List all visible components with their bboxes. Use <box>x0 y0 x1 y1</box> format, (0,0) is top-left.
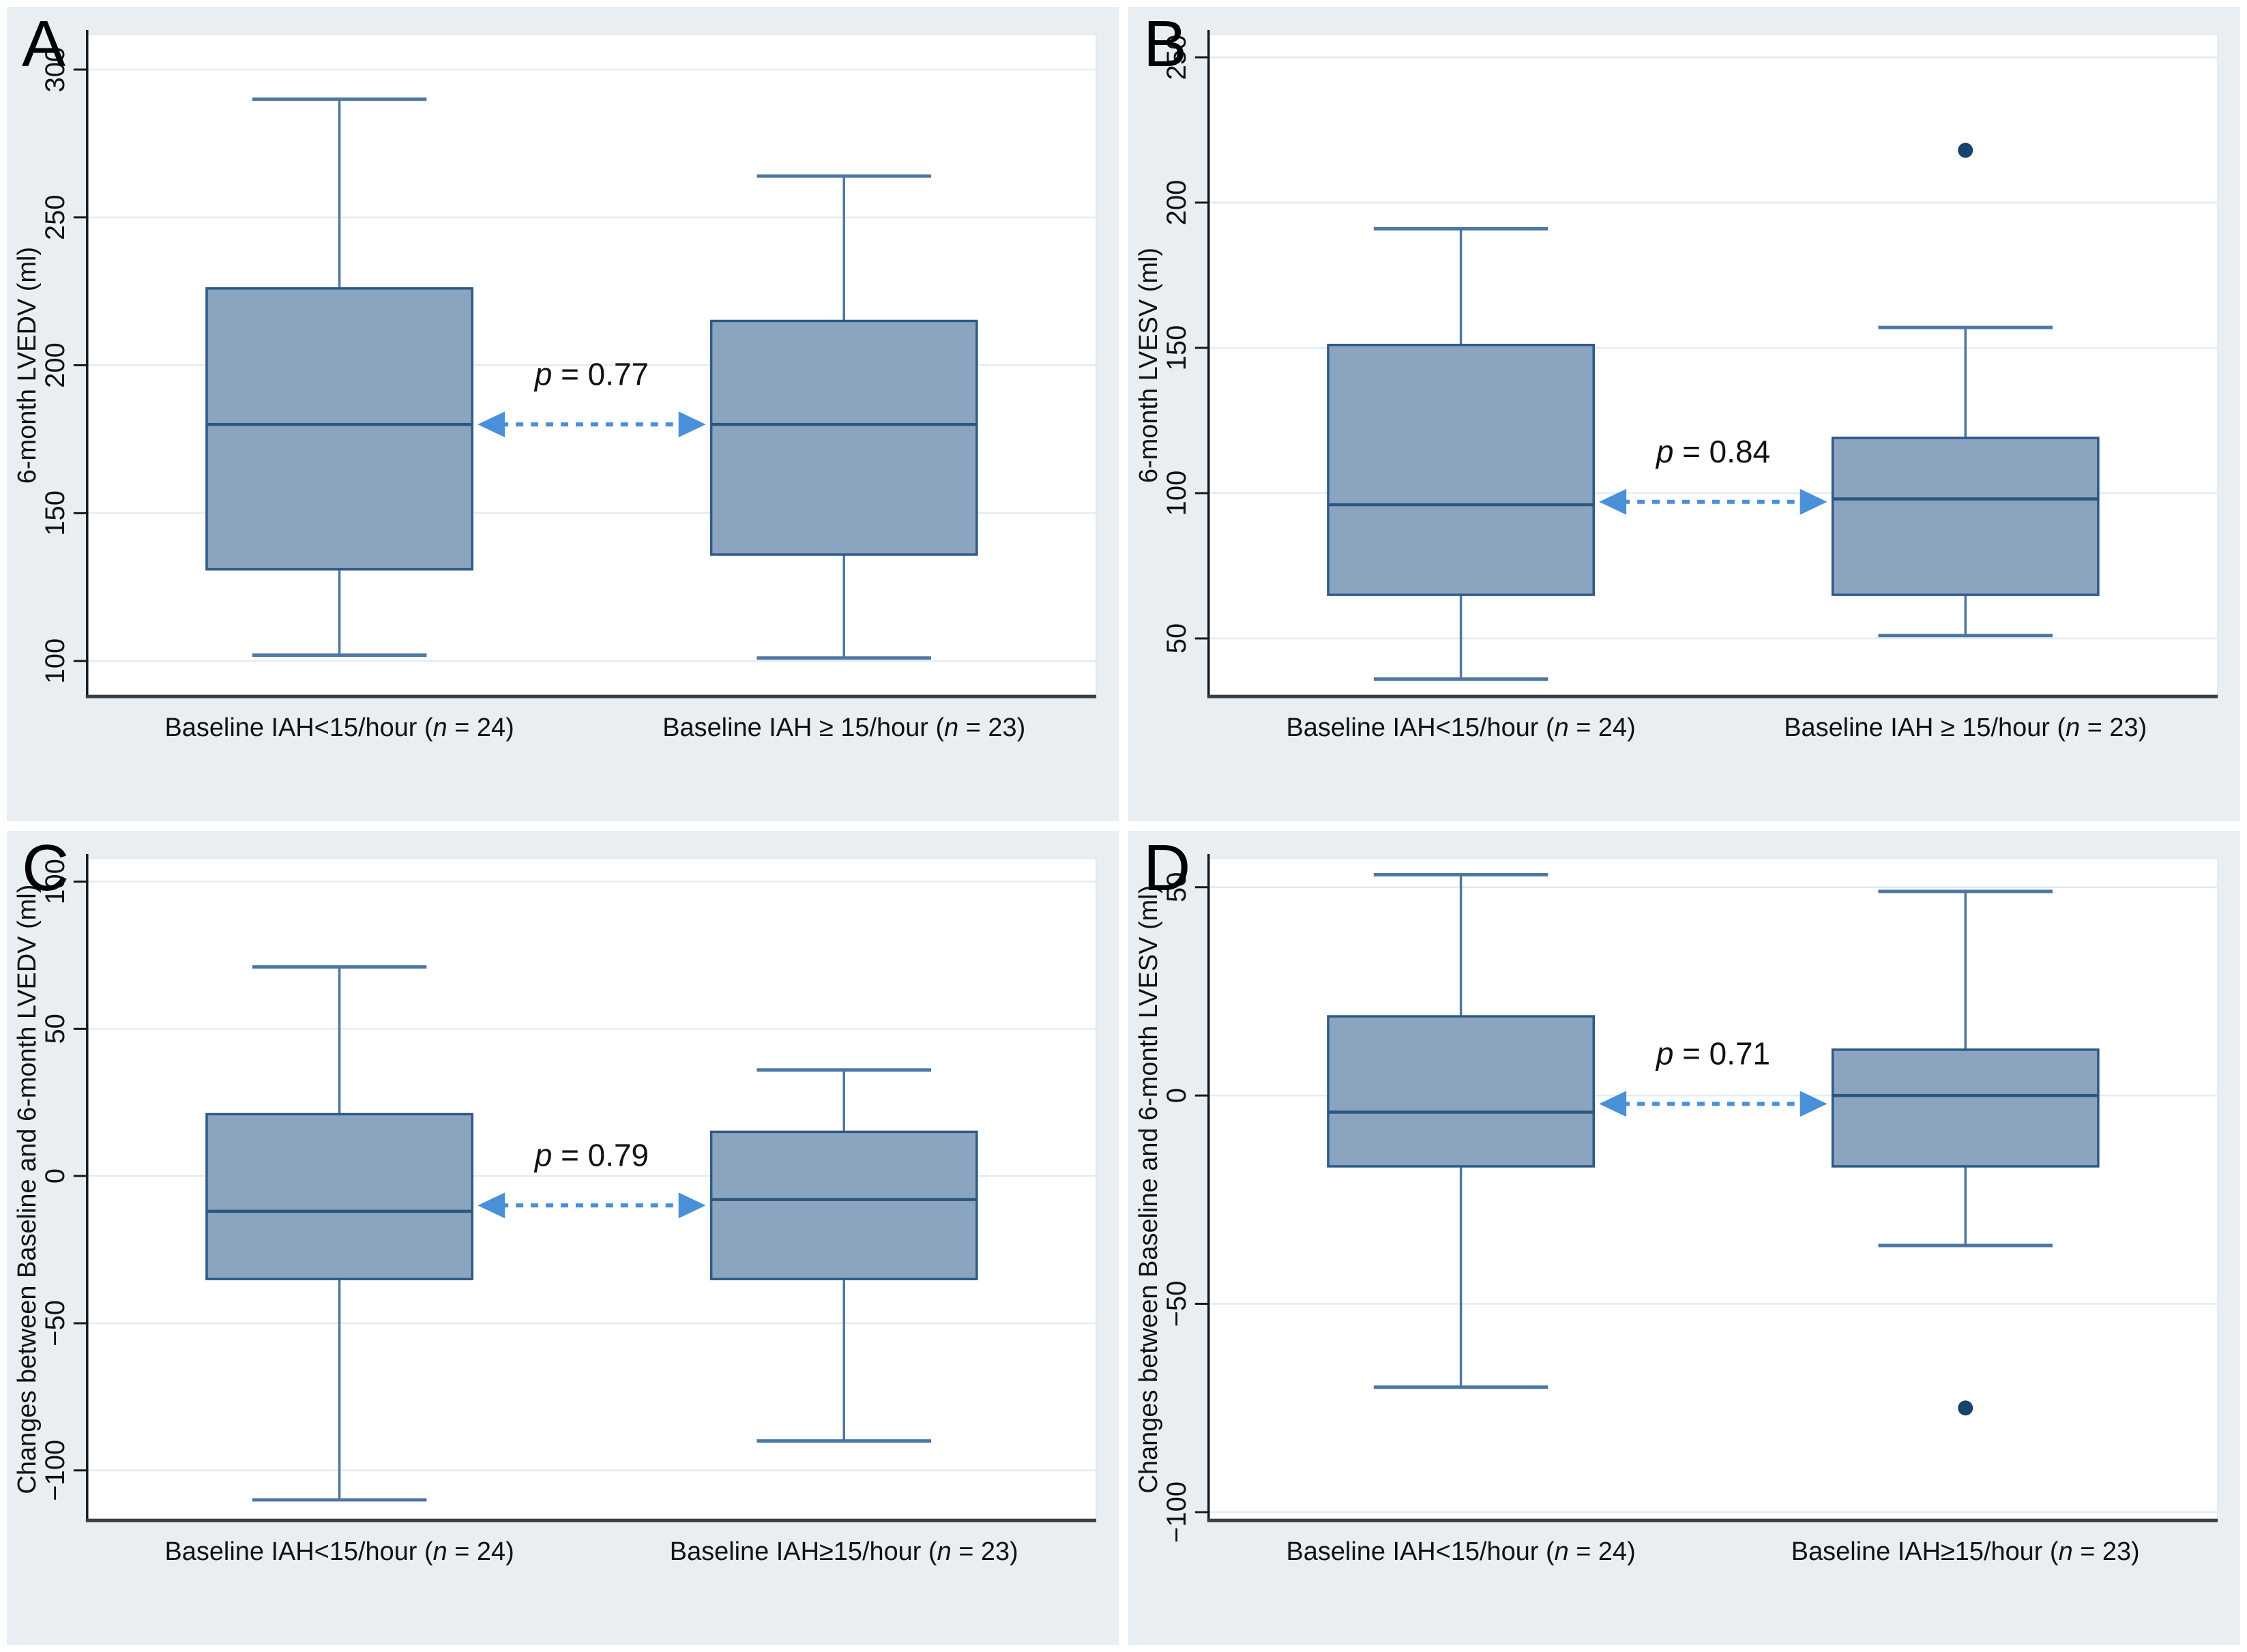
y-tick-label: 200 <box>1162 180 1192 226</box>
x-category-label: Baseline IAH<15/hour (n = 24) <box>164 1537 514 1566</box>
boxplot-B: 250 200 150 100 50 6-month LVESV (ml) Baseline… <box>1134 29 2219 742</box>
y-tick-label: −100 <box>40 1440 70 1501</box>
p-value-label: p = 0.77 <box>533 356 649 392</box>
iqr-box <box>1327 1015 1595 1168</box>
iqr-box <box>709 319 978 556</box>
outlier-point <box>1958 143 1973 158</box>
panel-B: B 250 200 150 100 50 6-month LVESV (ml) Baseli… <box>1128 7 2240 821</box>
y-tick-label: 100 <box>40 859 70 904</box>
boxplot-A: 300 250 200 150 100 6-month LVEDV (ml) Baselin… <box>13 29 1098 742</box>
panel-letter-B: B <box>1143 8 1188 80</box>
y-tick-label: −100 <box>1162 1481 1192 1543</box>
arrowhead-left <box>478 1192 505 1219</box>
outlier-point <box>1958 1400 1973 1416</box>
y-tick-label: 0 <box>1162 1088 1192 1103</box>
plot-area <box>1207 857 2219 1522</box>
iqr-box <box>205 287 473 571</box>
y-axis-label: Changes between Baseline and 6-month LVE… <box>13 885 42 1494</box>
p-value-label: p = 0.79 <box>533 1137 649 1172</box>
arrowhead-left <box>478 411 505 438</box>
arrowhead-right <box>678 411 706 438</box>
y-tick-label: 0 <box>40 1168 70 1183</box>
y-axis-label: 6-month LVEDV (ml) <box>13 247 42 484</box>
y-axis-label: 6-month LVESV (ml) <box>1134 248 1163 483</box>
y-tick-label: −50 <box>40 1300 70 1346</box>
y-tick-label: 150 <box>1162 325 1192 371</box>
panel-C: C 100 50 0 −50 −100 Changes between Baseline … <box>7 831 1119 1645</box>
y-tick-label: 200 <box>40 342 70 388</box>
iqr-box <box>709 1130 978 1280</box>
p-value-label: p = 0.84 <box>1655 434 1770 469</box>
y-tick-label: −50 <box>1162 1281 1192 1327</box>
iqr-box <box>1327 343 1595 596</box>
x-category-label: Baseline IAH<15/hour (n = 24) <box>1286 1537 1635 1566</box>
x-category-label: Baseline IAH<15/hour (n = 24) <box>1286 713 1635 742</box>
panel-letter-D: D <box>1143 831 1191 904</box>
panel-letter-A: A <box>22 8 66 80</box>
arrowhead-right <box>678 1192 706 1219</box>
panel-A: A 300 250 200 150 100 6-month LVEDV (ml) Basel… <box>7 7 1119 821</box>
y-tick-label: 100 <box>40 638 70 684</box>
arrowhead-right <box>1800 1091 1827 1117</box>
y-tick-label: 250 <box>1162 35 1192 80</box>
y-tick-label: 300 <box>40 47 70 93</box>
y-tick-label: 250 <box>40 194 70 240</box>
arrowhead-left <box>1599 1091 1627 1117</box>
iqr-box <box>1831 1048 2100 1168</box>
panel-D: D 50 0 −50 −100 Changes between Baseline and… <box>1128 831 2240 1645</box>
arrowhead-right <box>1800 488 1827 515</box>
x-category-label: Baseline IAH ≥ 15/hour (n = 23) <box>1784 713 2147 742</box>
panel-letter-C: C <box>22 831 70 904</box>
x-category-label: Baseline IAH≥15/hour (n = 23) <box>1791 1537 2140 1566</box>
p-value-label: p = 0.71 <box>1655 1035 1770 1071</box>
y-tick-label: 50 <box>1162 623 1192 653</box>
y-tick-label: 50 <box>1162 872 1192 902</box>
y-tick-label: 50 <box>40 1014 70 1044</box>
arrowhead-left <box>1599 488 1627 515</box>
y-tick-label: 150 <box>40 490 70 536</box>
y-tick-label: 100 <box>1162 471 1192 516</box>
x-category-label: Baseline IAH≥15/hour (n = 23) <box>670 1537 1018 1566</box>
iqr-box <box>1831 437 2100 596</box>
x-category-label: Baseline IAH ≥ 15/hour (n = 23) <box>662 713 1025 742</box>
iqr-box <box>205 1112 473 1280</box>
x-category-label: Baseline IAH<15/hour (n = 24) <box>164 713 514 742</box>
y-axis-label: Changes between Baseline and 6-month LVE… <box>1134 885 1163 1494</box>
